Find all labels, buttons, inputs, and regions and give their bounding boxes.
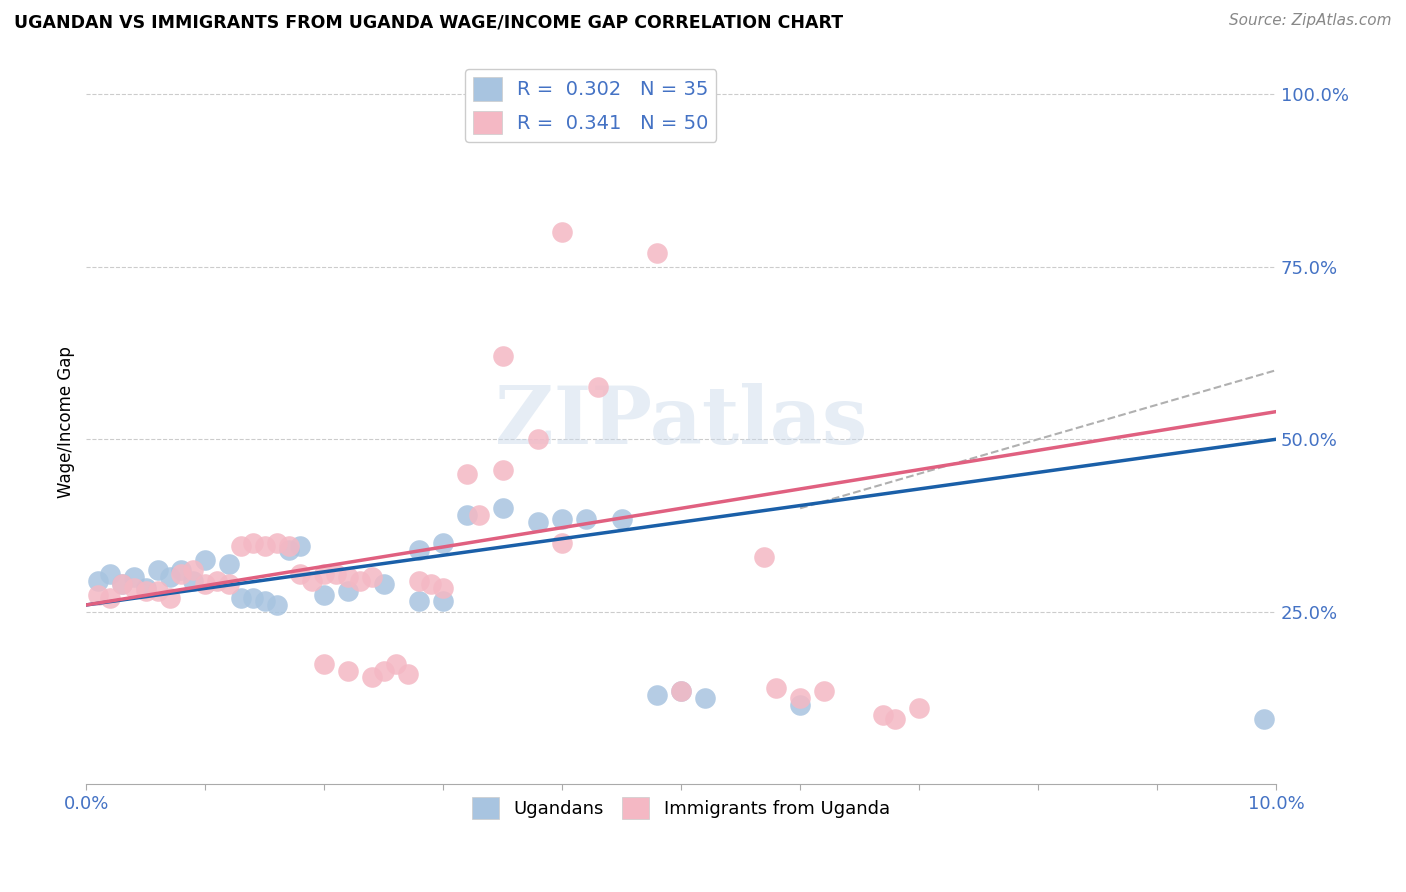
Text: UGANDAN VS IMMIGRANTS FROM UGANDA WAGE/INCOME GAP CORRELATION CHART: UGANDAN VS IMMIGRANTS FROM UGANDA WAGE/I… [14, 13, 844, 31]
Point [872, 708, 894, 723]
Point [87, 588, 110, 602]
Point [456, 508, 478, 523]
Point [468, 508, 491, 523]
Point [242, 536, 264, 550]
Point [194, 553, 217, 567]
Point [765, 681, 787, 695]
Point [111, 577, 134, 591]
Point [253, 594, 276, 608]
Point [146, 584, 169, 599]
Point [1253, 712, 1275, 726]
Point [87, 574, 110, 588]
Point [242, 591, 264, 605]
Point [159, 591, 181, 605]
Point [337, 664, 360, 678]
Point [266, 598, 288, 612]
Point [527, 432, 550, 446]
Point [360, 570, 382, 584]
Point [183, 574, 205, 588]
Point [647, 246, 669, 260]
Text: ZIPatlas: ZIPatlas [495, 383, 868, 461]
Point [266, 536, 288, 550]
Y-axis label: Wage/Income Gap: Wage/Income Gap [58, 346, 75, 498]
Point [170, 563, 193, 577]
Point [229, 591, 252, 605]
Point [420, 577, 443, 591]
Point [98, 566, 121, 581]
Text: Source: ZipAtlas.com: Source: ZipAtlas.com [1229, 13, 1392, 29]
Point [314, 588, 336, 602]
Point [492, 501, 515, 516]
Point [432, 581, 454, 595]
Point [290, 539, 312, 553]
Point [432, 594, 454, 608]
Point [884, 712, 907, 726]
Point [135, 581, 157, 595]
Point [194, 577, 217, 591]
Point [98, 591, 121, 605]
Point [111, 577, 134, 591]
Point [908, 701, 931, 715]
Point [360, 670, 382, 684]
Point [337, 570, 360, 584]
Point [789, 698, 811, 712]
Point [551, 225, 574, 239]
Point [373, 577, 395, 591]
Point [586, 380, 609, 394]
Point [229, 539, 252, 553]
Point [218, 577, 240, 591]
Point [170, 566, 193, 581]
Point [122, 570, 145, 584]
Point [408, 574, 430, 588]
Point [314, 657, 336, 671]
Point [456, 467, 478, 481]
Point [693, 691, 716, 706]
Point [754, 549, 776, 564]
Point [337, 584, 360, 599]
Point [384, 657, 406, 671]
Point [135, 584, 157, 599]
Point [396, 667, 419, 681]
Point [314, 566, 336, 581]
Point [575, 511, 598, 525]
Point [253, 539, 276, 553]
Point [492, 350, 515, 364]
Point [527, 515, 550, 529]
Point [205, 574, 228, 588]
Point [277, 542, 299, 557]
Point [146, 563, 169, 577]
Point [669, 684, 692, 698]
Point [669, 684, 692, 698]
Point [432, 536, 454, 550]
Point [610, 511, 633, 525]
Point [813, 684, 835, 698]
Point [325, 566, 347, 581]
Point [122, 581, 145, 595]
Point [551, 536, 574, 550]
Point [349, 574, 371, 588]
Point [373, 664, 395, 678]
Point [789, 691, 811, 706]
Point [551, 511, 574, 525]
Point [290, 566, 312, 581]
Point [647, 688, 669, 702]
Legend: Ugandans, Immigrants from Uganda: Ugandans, Immigrants from Uganda [465, 789, 897, 826]
Point [159, 570, 181, 584]
Point [492, 463, 515, 477]
Point [218, 557, 240, 571]
Point [408, 542, 430, 557]
Point [301, 574, 323, 588]
Point [277, 539, 299, 553]
Point [408, 594, 430, 608]
Point [183, 563, 205, 577]
